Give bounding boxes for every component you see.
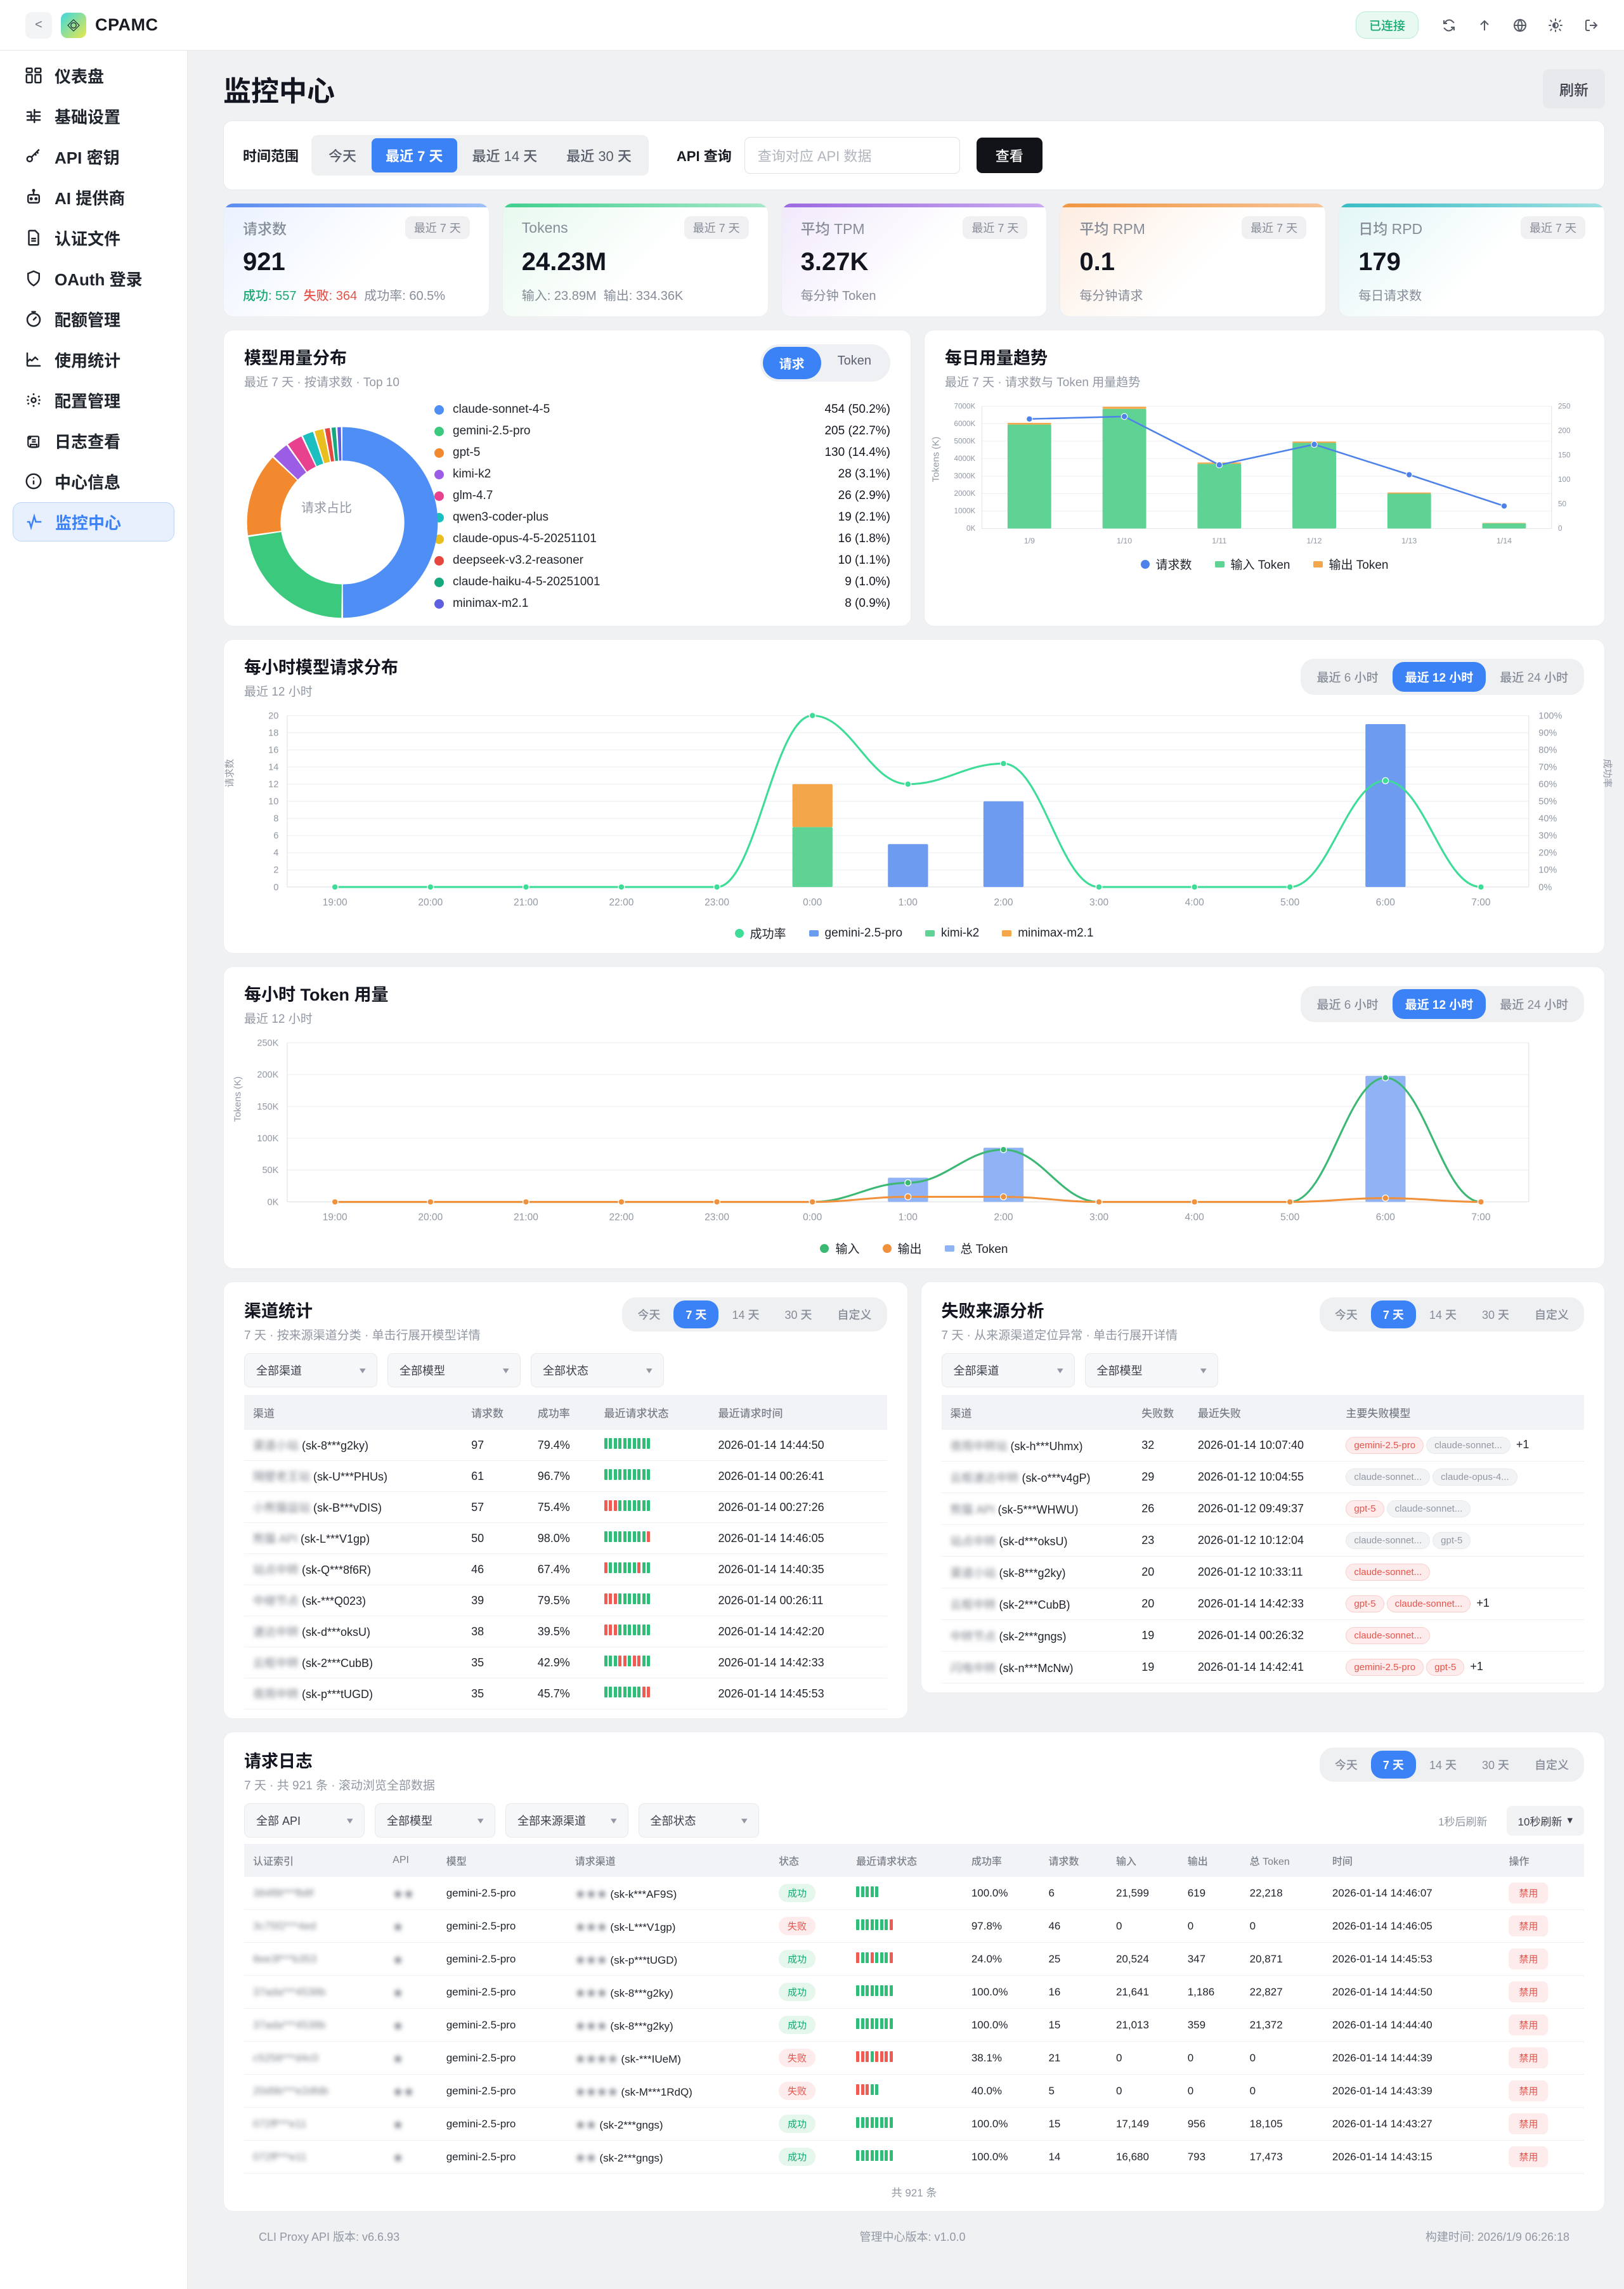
svg-text:70%: 70% — [1538, 762, 1557, 772]
svg-text:19:00: 19:00 — [323, 1212, 348, 1223]
svg-text:12: 12 — [268, 780, 278, 790]
svg-text:20%: 20% — [1538, 848, 1557, 859]
svg-text:23:00: 23:00 — [705, 1212, 729, 1223]
svg-text:2: 2 — [273, 866, 278, 876]
svg-text:80%: 80% — [1538, 745, 1557, 755]
svg-text:20:00: 20:00 — [418, 1212, 443, 1223]
svg-text:22:00: 22:00 — [609, 1212, 634, 1223]
svg-text:2:00: 2:00 — [994, 1212, 1013, 1223]
svg-text:3:00: 3:00 — [1089, 897, 1109, 908]
svg-text:23:00: 23:00 — [705, 897, 729, 908]
svg-text:22:00: 22:00 — [609, 897, 634, 908]
svg-text:30%: 30% — [1538, 831, 1557, 841]
svg-text:0%: 0% — [1538, 883, 1552, 893]
svg-text:14: 14 — [268, 762, 278, 772]
svg-text:7:00: 7:00 — [1471, 1212, 1491, 1223]
svg-text:0:00: 0:00 — [803, 897, 822, 908]
svg-text:100%: 100% — [1538, 711, 1562, 721]
svg-text:1/9: 1/9 — [1024, 536, 1035, 545]
svg-text:16: 16 — [268, 745, 278, 755]
svg-text:3000K: 3000K — [954, 472, 975, 481]
svg-text:21:00: 21:00 — [514, 1212, 538, 1223]
svg-text:4:00: 4:00 — [1185, 1212, 1205, 1223]
svg-text:0:00: 0:00 — [803, 1212, 822, 1223]
svg-text:50: 50 — [1558, 500, 1566, 509]
svg-text:19:00: 19:00 — [323, 897, 348, 908]
svg-text:6000K: 6000K — [954, 420, 975, 428]
svg-text:0K: 0K — [966, 524, 975, 533]
svg-text:2000K: 2000K — [954, 490, 975, 498]
svg-text:1/11: 1/11 — [1212, 536, 1226, 545]
svg-text:10: 10 — [268, 797, 278, 807]
svg-text:90%: 90% — [1538, 728, 1557, 738]
svg-text:20:00: 20:00 — [418, 897, 443, 908]
svg-text:8: 8 — [273, 814, 278, 824]
svg-text:5:00: 5:00 — [1280, 897, 1300, 908]
svg-text:250K: 250K — [257, 1039, 278, 1049]
svg-text:4:00: 4:00 — [1185, 897, 1205, 908]
svg-text:7000K: 7000K — [954, 402, 975, 410]
svg-text:20: 20 — [268, 711, 278, 721]
svg-text:4000K: 4000K — [954, 455, 975, 463]
svg-text:6: 6 — [273, 831, 278, 841]
svg-text:1:00: 1:00 — [899, 897, 918, 908]
svg-text:0: 0 — [273, 883, 278, 893]
svg-text:1000K: 1000K — [954, 507, 975, 516]
svg-text:1/10: 1/10 — [1117, 536, 1132, 545]
svg-text:40%: 40% — [1538, 814, 1557, 824]
svg-text:3:00: 3:00 — [1089, 1212, 1109, 1223]
svg-text:1/14: 1/14 — [1497, 536, 1512, 545]
svg-text:1:00: 1:00 — [899, 1212, 918, 1223]
svg-text:200K: 200K — [257, 1070, 278, 1080]
svg-text:6:00: 6:00 — [1376, 1212, 1396, 1223]
svg-text:21:00: 21:00 — [514, 897, 538, 908]
svg-text:2:00: 2:00 — [994, 897, 1013, 908]
svg-text:18: 18 — [268, 728, 278, 738]
svg-text:60%: 60% — [1538, 780, 1557, 790]
svg-text:6:00: 6:00 — [1376, 897, 1396, 908]
svg-text:100K: 100K — [257, 1134, 278, 1144]
svg-text:5000K: 5000K — [954, 437, 975, 445]
svg-text:150K: 150K — [257, 1102, 278, 1112]
svg-text:1/12: 1/12 — [1306, 536, 1322, 545]
svg-text:100: 100 — [1558, 476, 1571, 484]
svg-text:0: 0 — [1558, 524, 1562, 533]
svg-text:4: 4 — [273, 848, 278, 859]
svg-text:10%: 10% — [1538, 866, 1557, 876]
svg-text:1/13: 1/13 — [1401, 536, 1417, 545]
svg-text:5:00: 5:00 — [1280, 1212, 1300, 1223]
svg-text:50K: 50K — [262, 1165, 278, 1176]
svg-text:200: 200 — [1558, 427, 1571, 435]
svg-text:50%: 50% — [1538, 797, 1557, 807]
svg-text:150: 150 — [1558, 451, 1571, 459]
svg-text:250: 250 — [1558, 402, 1571, 410]
svg-text:7:00: 7:00 — [1471, 897, 1491, 908]
svg-text:0K: 0K — [268, 1198, 279, 1208]
